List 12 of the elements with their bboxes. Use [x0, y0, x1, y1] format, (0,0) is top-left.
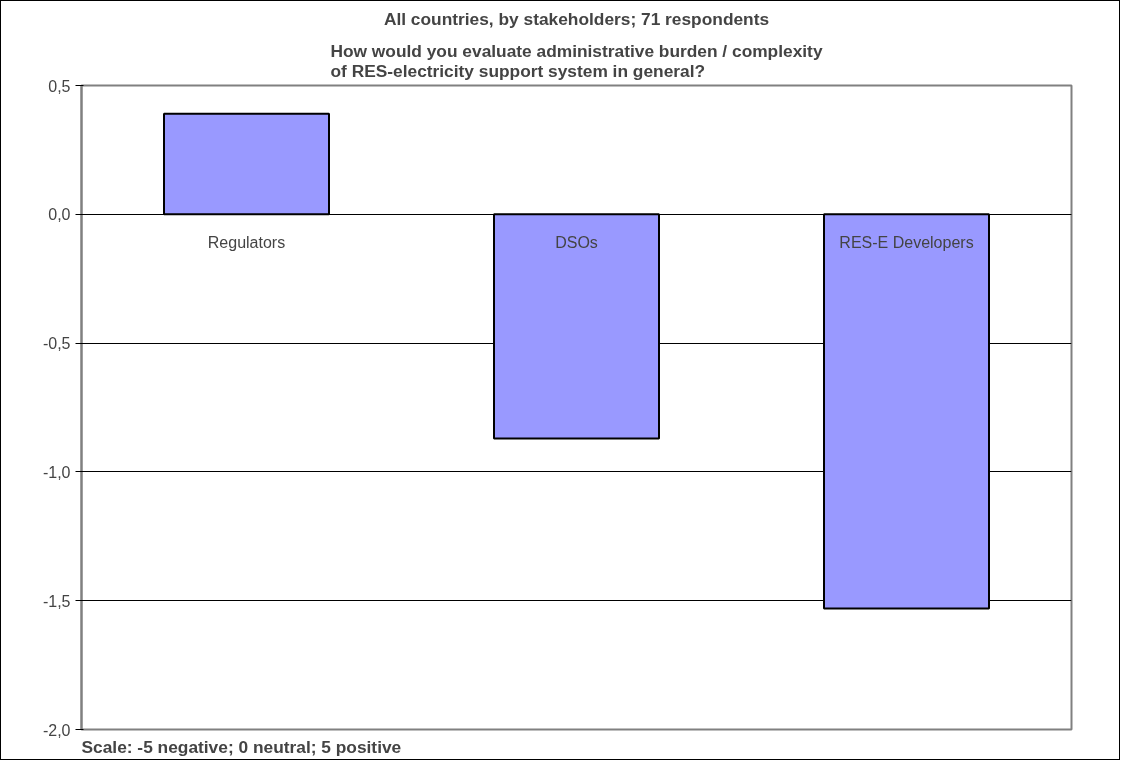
y-tick-label: -2,0	[42, 721, 71, 739]
y-tick-label: -0,5	[42, 335, 71, 353]
text: Scale: -5 negative; 0 neutral; 5 positive	[81, 736, 402, 757]
y-tick-label: -1,0	[42, 463, 71, 481]
x-tick-label: DSOs	[555, 234, 598, 252]
chart-title: All countries, by stakeholders; 71 respondents	[383, 8, 770, 29]
y-tick-label: 0,0	[48, 206, 71, 224]
chart-subtitle: How would you evaluate administrative burden / complexity of RES-electricity support system in general?	[330, 40, 823, 81]
x-tick-label: RES-E Developers	[839, 234, 974, 252]
y-tick-label: -1,5	[42, 592, 71, 610]
y-tick-label: 0,5	[48, 77, 71, 95]
x-tick-label: Regulators	[207, 234, 286, 252]
